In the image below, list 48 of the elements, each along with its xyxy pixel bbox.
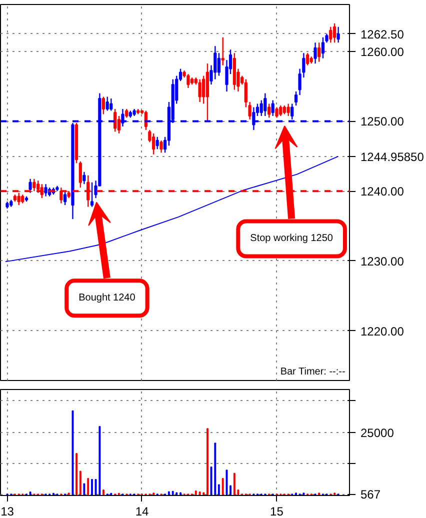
annotation: Stop working 1250	[250, 233, 334, 244]
y-tick-label: 1262.50	[360, 27, 404, 42]
candlestick	[113, 108, 117, 132]
annotation: Bought 1240	[78, 292, 136, 304]
candlestick	[336, 26, 340, 44]
candlestick	[317, 42, 321, 62]
line-series	[4, 156, 339, 262]
y-tick-label: 1220.00	[360, 324, 404, 338]
candlestick	[90, 182, 94, 208]
y-tick-label: 25000	[360, 426, 394, 440]
candlestick	[28, 178, 32, 194]
candlestick	[106, 96, 109, 112]
y-tick-label: 1260.00	[360, 44, 404, 59]
candlestick	[78, 160, 82, 188]
candlestick	[110, 98, 113, 112]
candlestick	[102, 96, 106, 115]
x-tick-label: 15	[270, 504, 284, 518]
candlestick	[306, 52, 310, 66]
candlestick	[160, 140, 163, 154]
candlestick	[286, 103, 290, 117]
candlestick	[271, 100, 274, 117]
candlestick	[275, 106, 278, 118]
y-tick-label: 1240.00	[360, 184, 404, 199]
y-tick-label: 567	[360, 488, 381, 502]
y-tick-label: 1244.95850	[360, 150, 424, 164]
y-tick-label: 1230.00	[360, 254, 404, 268]
candlestick	[63, 190, 67, 206]
x-tick-label: 14	[135, 504, 149, 518]
candlestick	[264, 92, 267, 117]
candlestick	[82, 171, 86, 185]
candlestick	[332, 22, 336, 44]
candlestick	[221, 36, 224, 66]
x-tick-label: 13	[0, 504, 14, 518]
y-tick-label: 1250.00	[360, 114, 404, 129]
candlestick	[314, 42, 317, 64]
candlestick	[44, 184, 48, 197]
annotation: Bar Timer: --:--	[280, 366, 346, 378]
candlestick	[321, 36, 325, 59]
candlestick	[329, 26, 332, 44]
candlestick	[198, 78, 202, 103]
candlestick	[156, 136, 159, 150]
candlestick	[117, 115, 121, 134]
candlestick	[202, 75, 206, 104]
candlestick	[279, 104, 282, 117]
candlestick	[186, 73, 190, 89]
candlestick	[267, 103, 271, 118]
candlestick	[217, 52, 220, 76]
candlestick	[152, 132, 156, 156]
